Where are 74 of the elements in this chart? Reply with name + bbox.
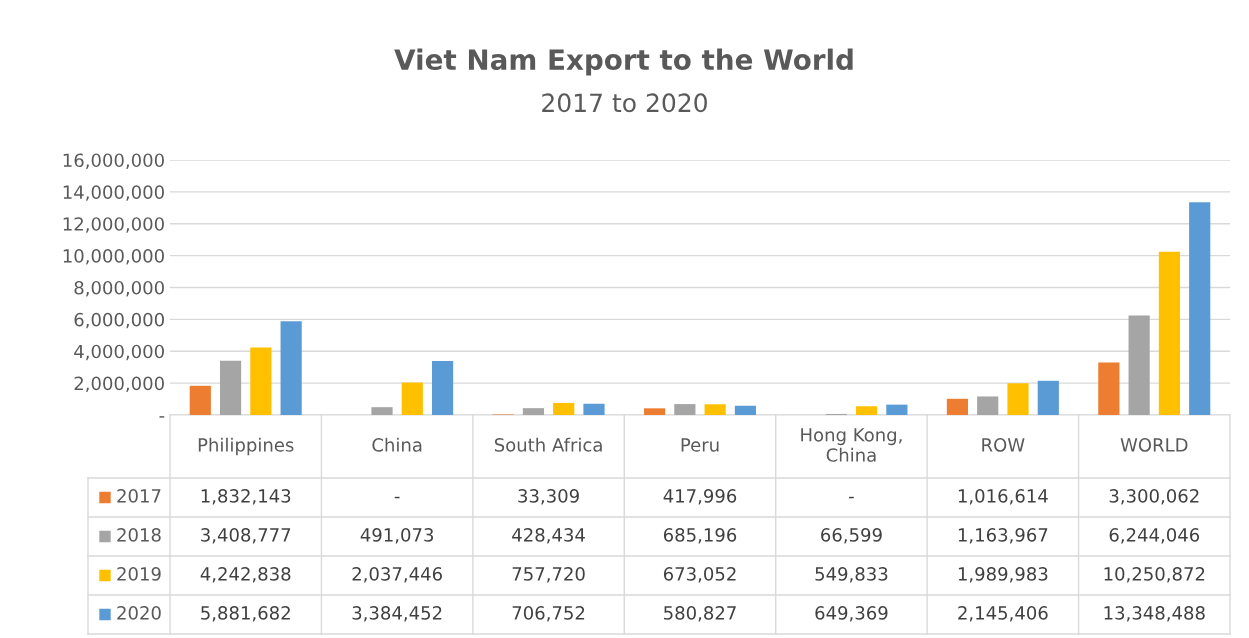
legend-label: 2018 bbox=[117, 528, 161, 542]
legend-label: 2020 bbox=[117, 606, 161, 620]
data-label: 3,384,452 bbox=[352, 606, 442, 622]
data-label: 2,037,446 bbox=[352, 567, 442, 583]
bar bbox=[250, 347, 272, 415]
data-label: 10,250,872 bbox=[1104, 567, 1205, 583]
bar bbox=[1189, 202, 1211, 415]
y-tick-label: 16,000,000 bbox=[63, 153, 164, 169]
x-tick-label: Peru bbox=[681, 438, 719, 452]
data-label: 757,720 bbox=[512, 567, 585, 583]
bar bbox=[522, 408, 545, 415]
y-tick-label: 10,000,000 bbox=[63, 249, 164, 265]
x-tick-label: South Africa bbox=[494, 437, 602, 452]
bar bbox=[583, 403, 605, 415]
y-tick-label: 2,000,000 bbox=[74, 376, 164, 393]
bar bbox=[643, 408, 666, 415]
data-label: 549,833 bbox=[815, 567, 888, 583]
data-label: 4,242,838 bbox=[200, 567, 291, 583]
data-label: - bbox=[394, 496, 400, 499]
data-label: - bbox=[849, 496, 854, 499]
data-label: 1,989,983 bbox=[958, 567, 1048, 583]
data-label: 706,752 bbox=[512, 606, 585, 622]
data-label: 1,163,967 bbox=[958, 528, 1048, 544]
bar bbox=[1098, 362, 1120, 415]
y-tick-label: 6,000,000 bbox=[74, 312, 164, 329]
data-label: 13,348,488 bbox=[1104, 606, 1205, 622]
bar bbox=[674, 404, 696, 415]
y-tick-label: 14,000,000 bbox=[63, 185, 164, 201]
bar bbox=[704, 404, 726, 415]
bar bbox=[553, 402, 575, 415]
data-label: 3,408,777 bbox=[201, 528, 291, 544]
y-tick-label: - bbox=[159, 416, 165, 418]
y-tick-label: 8,000,000 bbox=[74, 280, 164, 297]
data-label: 6,244,046 bbox=[1109, 528, 1200, 544]
x-tick-label: ROW bbox=[982, 438, 1025, 452]
y-tick-label: 12,000,000 bbox=[63, 217, 164, 233]
bar bbox=[977, 396, 999, 415]
data-label: 685,196 bbox=[663, 528, 737, 544]
data-label: 1,832,143 bbox=[201, 489, 291, 505]
data-label: 1,016,614 bbox=[958, 489, 1048, 505]
legend-label: 2019 bbox=[117, 567, 161, 581]
data-label: 580,827 bbox=[664, 606, 736, 622]
bar bbox=[189, 385, 211, 415]
y-tick-label: 4,000,000 bbox=[74, 344, 164, 361]
bar bbox=[219, 360, 242, 415]
chart-title: Viet Nam Export to the World bbox=[394, 48, 853, 76]
x-tick-label: Philippines bbox=[198, 437, 294, 456]
x-tick-label: WORLD bbox=[1120, 438, 1188, 452]
data-label: 33,309 bbox=[518, 489, 579, 505]
data-label: 2,145,406 bbox=[958, 606, 1048, 622]
legend-label: 2017 bbox=[117, 489, 161, 503]
data-label: 66,599 bbox=[821, 528, 882, 544]
data-label: 673,052 bbox=[663, 567, 736, 583]
data-label: 417,996 bbox=[663, 489, 737, 505]
bar bbox=[401, 382, 423, 415]
data-label: 5,881,682 bbox=[201, 606, 290, 622]
bar bbox=[886, 404, 908, 415]
data-label: 428,434 bbox=[512, 528, 585, 544]
bar bbox=[946, 398, 969, 415]
bar bbox=[855, 406, 878, 415]
chart-subtitle: 2017 to 2020 bbox=[542, 93, 707, 113]
bar bbox=[1007, 383, 1029, 415]
bar bbox=[280, 321, 302, 415]
x-tick-label: China bbox=[372, 437, 422, 452]
data-label: 3,300,062 bbox=[1109, 489, 1199, 505]
x-tick-label: Hong Kong, China bbox=[801, 428, 902, 462]
bar bbox=[371, 407, 393, 415]
bar bbox=[1037, 380, 1059, 415]
data-label: 649,369 bbox=[815, 606, 888, 622]
bar bbox=[734, 405, 757, 415]
bar bbox=[431, 361, 454, 415]
bar bbox=[1128, 315, 1150, 415]
data-label: 491,073 bbox=[360, 528, 434, 544]
bar bbox=[1158, 251, 1181, 415]
